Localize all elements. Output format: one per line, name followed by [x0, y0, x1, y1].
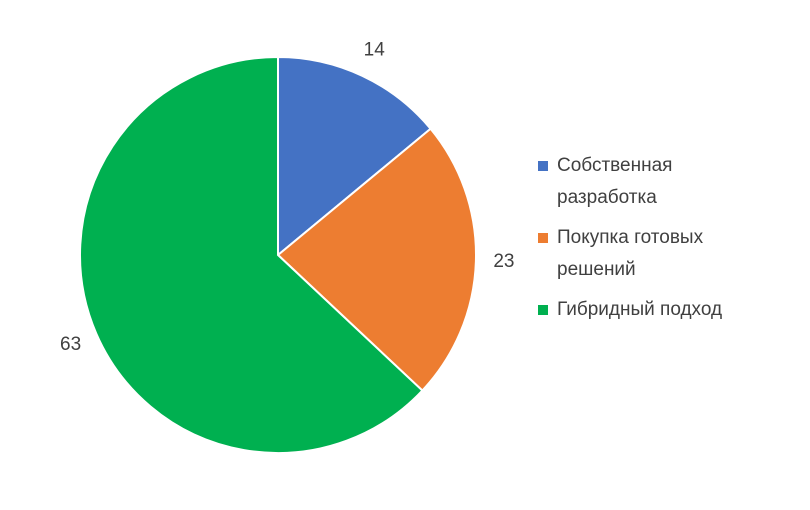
data-label: 14: [364, 40, 386, 61]
legend-swatch: [538, 161, 548, 171]
legend-swatch: [538, 233, 548, 243]
data-label: 23: [493, 251, 514, 272]
legend-label: Собственная разработка: [557, 155, 673, 208]
legend: Собственная разработка Покупка готовых ре…: [538, 150, 768, 334]
legend-label: Покупка готовых решений: [557, 227, 704, 280]
pie-slice: [79, 55, 424, 454]
legend-item: Гибридный подход: [538, 294, 768, 326]
pie-slice: [277, 55, 432, 258]
pie-slice: [276, 127, 477, 392]
data-label: 63: [60, 334, 81, 355]
legend-label: Гибридный подход: [557, 299, 723, 320]
legend-item: Покупка готовых решений: [538, 222, 768, 286]
legend-swatch: [538, 305, 548, 315]
legend-item: Собственная разработка: [538, 150, 768, 214]
